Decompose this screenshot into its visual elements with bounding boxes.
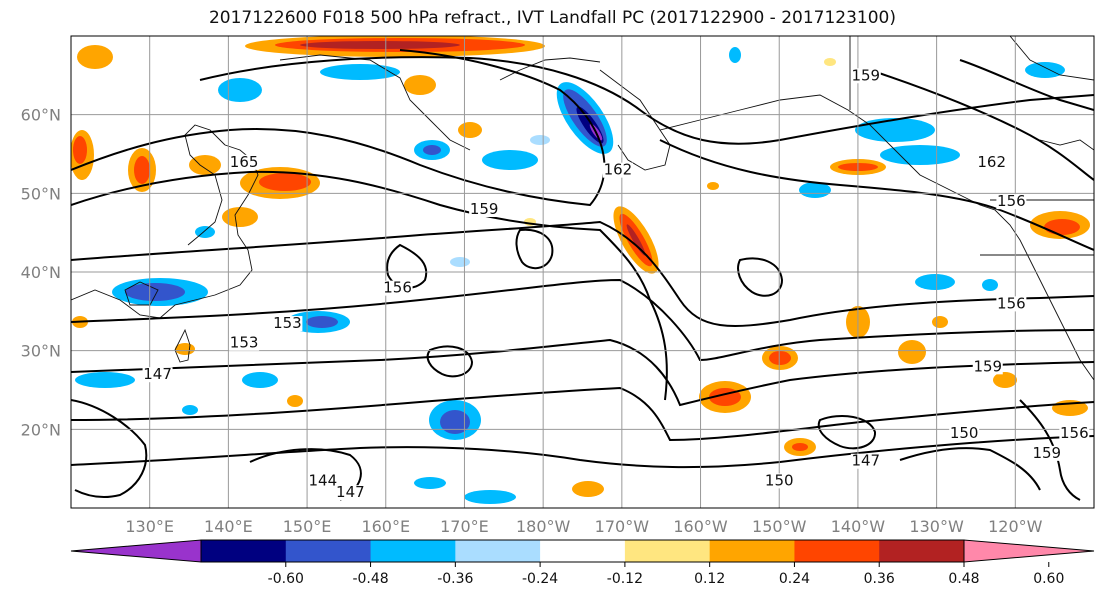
colorbar-segment <box>624 540 711 562</box>
colorbar-tick-label: 0.12 <box>694 571 725 587</box>
contour-label-background <box>335 485 366 501</box>
contour-label: 150 <box>765 471 794 489</box>
lon-tick-label: 160°E <box>361 517 410 536</box>
contour-label-background <box>976 154 1007 170</box>
colorbar-tick-label: -0.60 <box>268 571 304 587</box>
contour-label: 153 <box>273 314 302 332</box>
contour-label: 162 <box>977 153 1006 171</box>
contour-label: 156 <box>997 192 1026 210</box>
contour-label-background <box>272 316 303 332</box>
contour-label: 147 <box>143 365 172 383</box>
lat-tick-label: 20°N <box>21 420 61 439</box>
colorbar: -0.60 -0.48 -0.36 -0.24 -0.12 0.12 0.24 0.36 0.4… <box>70 539 1095 587</box>
contour-label: 162 <box>604 161 633 179</box>
lat-tick-label: 40°N <box>21 263 61 282</box>
lon-tick-label: 180°W <box>516 517 571 536</box>
contour-label-background <box>996 194 1027 210</box>
contour-label-background <box>1059 426 1090 442</box>
lon-tick-label: 130°W <box>909 517 964 536</box>
colorbar-segment <box>879 540 965 562</box>
lon-tick-label: 120°W <box>988 517 1043 536</box>
colorbar-tick-label: -0.48 <box>352 571 388 587</box>
colorbar-segment <box>709 540 795 562</box>
contour-label-background <box>142 367 173 383</box>
longitude-axis: 130°E 140°E 150°E 160°E 170°E 180°W 170°W 160°W… <box>125 517 1042 536</box>
contour-label: 165 <box>230 153 259 171</box>
colorbar-segment <box>370 540 456 562</box>
contour-label-background <box>764 473 795 489</box>
contour-label: 153 <box>230 334 259 352</box>
lon-tick-label: 150°W <box>752 517 807 536</box>
contour-label: 144 <box>308 471 337 489</box>
lon-tick-label: 160°W <box>673 517 728 536</box>
lon-tick-label: 150°E <box>283 517 332 536</box>
colorbar-tick-label: -0.12 <box>607 571 643 587</box>
colorbar-segment <box>201 540 287 562</box>
contour-label-background <box>469 202 500 217</box>
map-plot-area: 165 159 156 153 153 147 162 159 162 156 156 159 150 1… <box>71 36 1094 508</box>
contour-label: 147 <box>336 483 365 501</box>
lon-tick-label: 140°E <box>204 517 253 536</box>
colorbar-segment <box>794 540 880 562</box>
lat-tick-label: 30°N <box>21 342 61 361</box>
contour-label: 159 <box>470 200 499 218</box>
contour-label-background <box>229 335 260 351</box>
colorbar-segment <box>285 540 372 562</box>
contour-label-background <box>949 426 980 442</box>
contour-label-background <box>850 453 881 469</box>
contour-labels: 165 159 156 153 153 147 162 159 162 156 156 159 150 1… <box>142 66 1090 501</box>
contour-label: 156 <box>383 279 412 297</box>
contour-label-background <box>307 473 338 489</box>
colorbar-outline <box>200 539 965 563</box>
contour-label-background <box>850 68 881 84</box>
map-frame <box>70 35 1095 509</box>
contour-label: 159 <box>1032 444 1061 462</box>
colorbar-tick-label: 0.36 <box>864 571 895 587</box>
contour-label: 156 <box>1060 424 1089 442</box>
lon-tick-label: 130°E <box>125 517 174 536</box>
colorbar-segment <box>540 540 626 562</box>
colorbar-extend-low <box>70 539 202 563</box>
colorbar-tick-label: 0.24 <box>779 571 810 587</box>
lon-tick-label: 170°E <box>440 517 489 536</box>
contour-label: 147 <box>851 452 880 470</box>
colorbar-tick-label: 0.60 <box>1033 571 1064 587</box>
latitude-axis: 60°N 50°N 40°N 30°N 20°N <box>21 106 61 440</box>
colorbar-tick-label: -0.36 <box>437 571 473 587</box>
colorbar-extend-high <box>963 539 1095 563</box>
contour-label: 156 <box>997 294 1026 312</box>
contour-label: 159 <box>851 66 880 84</box>
map-title: 2017122600 F018 500 hPa refract., IVT La… <box>208 8 896 28</box>
contour-label: 150 <box>950 424 979 442</box>
contour-label-background <box>602 162 633 178</box>
colorbar-tick-label: 0.48 <box>948 571 979 587</box>
lat-tick-label: 50°N <box>21 184 61 203</box>
colorbar-tick-label: -0.24 <box>522 571 558 587</box>
contour-label-background <box>996 296 1027 312</box>
graticule <box>71 36 1094 508</box>
contour-label-background <box>1031 445 1062 461</box>
contour-label-background <box>382 280 413 296</box>
contour-label: 159 <box>973 357 1002 375</box>
lon-tick-label: 140°W <box>831 517 886 536</box>
contour-label-background <box>229 154 260 170</box>
colorbar-segment <box>455 540 541 562</box>
lat-tick-label: 60°N <box>21 106 61 125</box>
contour-label-background <box>972 359 1003 375</box>
lon-tick-label: 170°W <box>595 517 650 536</box>
